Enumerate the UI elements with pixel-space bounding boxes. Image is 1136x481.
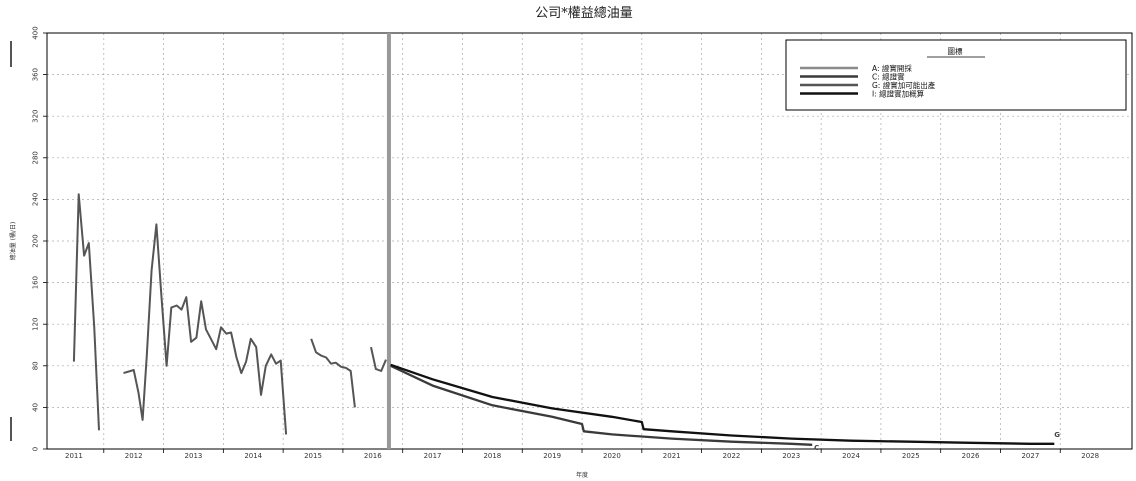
x-tick-label: 2018 xyxy=(483,452,501,460)
y-tick-label: 0 xyxy=(32,447,40,451)
x-tick-label: 2011 xyxy=(65,452,83,460)
x-tick-label: 2012 xyxy=(125,452,143,460)
y-tick-label: 80 xyxy=(32,361,40,370)
y-tick-label: 320 xyxy=(32,110,40,123)
history-line-segment xyxy=(123,223,288,435)
y-tick-label: 200 xyxy=(32,234,40,247)
series-group: CG xyxy=(72,193,1060,452)
x-tick-label: 2013 xyxy=(185,452,203,460)
grid xyxy=(47,33,1132,449)
y-axis-label: 總油量 (桶/日) xyxy=(9,222,17,261)
y-tick-label: 40 xyxy=(32,403,40,412)
x-tick-label: 2025 xyxy=(902,452,920,460)
y-tick-label: 280 xyxy=(32,151,40,164)
legend-entry-label: I: 總證實加概算 xyxy=(872,89,925,99)
x-axis-ticks: 2011 2012 2013 2014 2015 2016 2017 2018 2019 2020… xyxy=(65,449,1099,460)
legend-box xyxy=(785,39,1127,111)
history-line-segment xyxy=(370,346,387,372)
y-tick-label: 120 xyxy=(32,318,40,331)
y-axis-ticks: 0 40 80 120 160 200 240 280 320 360 400 xyxy=(32,26,47,451)
legend-title: 圖標 xyxy=(948,46,963,56)
y-tick-label: 400 xyxy=(32,26,40,39)
y-tick-label: 160 xyxy=(32,276,40,289)
x-tick-label: 2017 xyxy=(424,452,442,460)
y-tick-label: 360 xyxy=(32,68,40,81)
series-line-C xyxy=(390,364,813,446)
x-tick-label: 2014 xyxy=(244,452,262,460)
x-tick-label: 2015 xyxy=(304,452,322,460)
y-tick-label: 240 xyxy=(32,193,40,206)
legend-entry-label: C: 總證實 xyxy=(872,72,905,82)
legend-entry-label: G: 證實加可能出產 xyxy=(872,80,936,90)
x-tick-label: 2028 xyxy=(1081,452,1099,460)
x-tick-label: 2022 xyxy=(723,452,741,460)
history-line-segment xyxy=(72,193,100,431)
series-end-marker-I: G xyxy=(1054,431,1060,439)
x-tick-label: 2020 xyxy=(603,452,621,460)
x-tick-label: 2024 xyxy=(842,452,860,460)
x-tick-label: 2016 xyxy=(364,452,382,460)
legend-entry-label: A: 證實開採 xyxy=(872,63,912,73)
chart-title: 公司*權益總油量 xyxy=(535,5,633,21)
x-tick-label: 2027 xyxy=(1021,452,1039,460)
series-line-I xyxy=(390,363,1055,445)
x-tick-label: 2026 xyxy=(962,452,980,460)
x-tick-label: 2023 xyxy=(782,452,800,460)
history-line-segment xyxy=(310,338,356,408)
x-axis-label: 年度 xyxy=(576,471,588,479)
series-end-marker-C: C xyxy=(814,444,819,452)
x-tick-label: 2019 xyxy=(543,452,561,460)
x-tick-label: 2021 xyxy=(663,452,681,460)
